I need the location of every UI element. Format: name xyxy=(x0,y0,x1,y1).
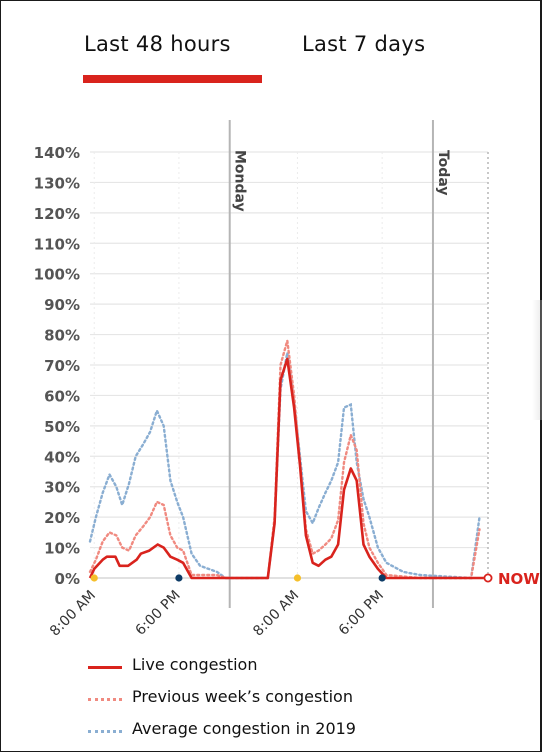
y-tick-label: 80% xyxy=(44,327,80,345)
y-tick-label: 90% xyxy=(44,296,80,314)
series-line-average xyxy=(88,352,481,580)
sunrise-marker xyxy=(90,574,98,582)
sunrise-marker xyxy=(293,574,302,582)
sunset-marker xyxy=(378,574,386,582)
day-divider-label: Monday xyxy=(232,150,248,212)
now-marker xyxy=(483,573,493,583)
edge-shadow xyxy=(532,300,542,420)
sunset-marker xyxy=(175,574,183,582)
y-tick-label: 10% xyxy=(44,540,80,558)
live-line-swatch xyxy=(88,666,122,669)
y-tick-label: 140% xyxy=(34,144,80,162)
time-range-tabs: Last 48 hours Last 7 days xyxy=(0,0,544,100)
average-line-swatch xyxy=(88,730,122,733)
series-line-live xyxy=(88,357,484,580)
y-tick-label: 110% xyxy=(34,235,80,253)
y-tick-label: 120% xyxy=(34,205,80,223)
active-tab-indicator xyxy=(83,75,262,83)
y-tick-label: 60% xyxy=(44,387,80,405)
x-tick-label: 6:00 PM xyxy=(336,588,387,639)
tab-last-7-days[interactable]: Last 7 days xyxy=(302,32,426,56)
y-tick-label: 0% xyxy=(55,570,80,588)
x-tick-label: 8:00 AM xyxy=(250,588,302,640)
x-tick-label: 8:00 AM xyxy=(47,588,99,640)
y-tick-label: 30% xyxy=(44,479,80,497)
congestion-chart: 0% 10% 20% 30% 40% 50% 60% 70% 80% 90% 100% 110% 120… xyxy=(34,120,540,640)
y-tick-label: 130% xyxy=(34,174,80,192)
y-tick-label: 20% xyxy=(44,509,80,527)
now-label: NOW xyxy=(498,570,540,588)
previous-line-swatch xyxy=(88,698,122,701)
y-tick-label: 40% xyxy=(44,448,80,466)
day-divider-label: Today xyxy=(435,150,451,195)
legend-label-live: Live congestion xyxy=(132,655,258,674)
y-tick-label: 70% xyxy=(44,357,80,375)
y-tick-label: 50% xyxy=(44,418,80,436)
series-line-previous xyxy=(88,340,481,580)
x-tick-label: 6:00 PM xyxy=(133,588,184,639)
legend-label-previous: Previous week’s congestion xyxy=(132,687,353,706)
legend-label-average: Average congestion in 2019 xyxy=(132,719,356,738)
tab-last-48-hours[interactable]: Last 48 hours xyxy=(84,32,231,56)
y-tick-label: 100% xyxy=(34,266,80,284)
